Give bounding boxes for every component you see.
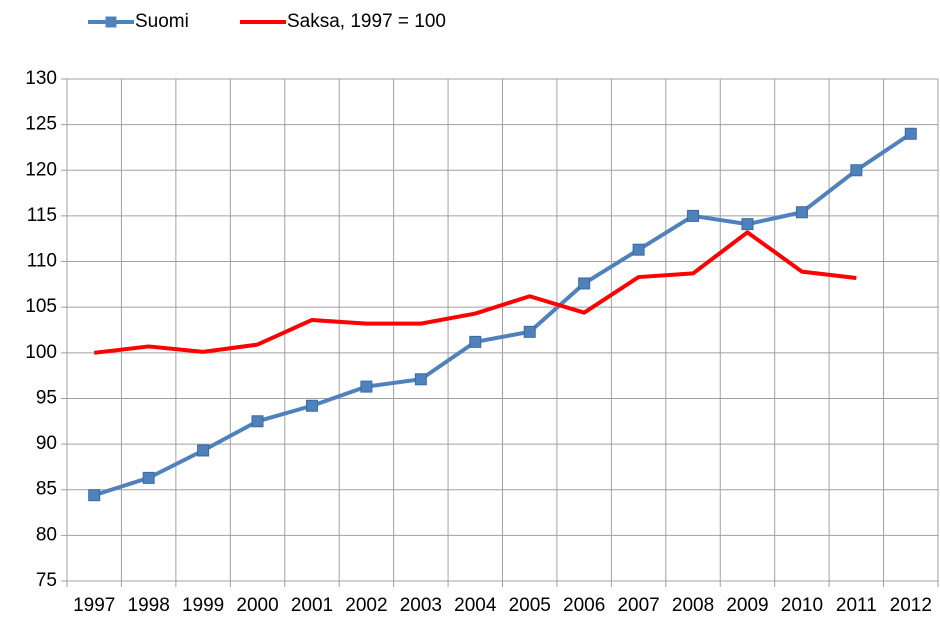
x-tick-label: 1999 xyxy=(182,595,224,616)
marker xyxy=(850,164,863,177)
x-tick-label: 1997 xyxy=(73,595,115,616)
marker xyxy=(251,415,264,428)
x-tick-label: 2004 xyxy=(454,595,497,616)
y-tick-label: 110 xyxy=(27,251,57,272)
marker xyxy=(795,206,808,219)
marker xyxy=(360,380,373,393)
marker xyxy=(88,489,101,502)
y-tick-label: 130 xyxy=(25,68,57,89)
x-tick-label: 2005 xyxy=(509,595,551,616)
marker xyxy=(904,127,917,140)
y-tick-label: 105 xyxy=(25,296,57,317)
x-tick-label: 2000 xyxy=(236,595,278,616)
y-tick-label: 80 xyxy=(36,524,57,545)
marker xyxy=(469,335,482,348)
marker xyxy=(741,218,754,231)
marker xyxy=(305,399,318,412)
x-tick-label: 2003 xyxy=(400,595,442,616)
y-tick-label: 90 xyxy=(36,433,57,454)
series-line xyxy=(93,132,912,498)
x-tick-label: 2001 xyxy=(291,595,333,616)
marker xyxy=(142,471,155,484)
y-tick-label: 85 xyxy=(36,479,57,500)
x-tick-label: 2009 xyxy=(726,595,768,616)
x-tick-label: 2007 xyxy=(617,595,659,616)
y-tick-label: 125 xyxy=(25,114,57,135)
marker xyxy=(578,277,591,290)
x-tick-label: 2008 xyxy=(672,595,714,616)
x-tick-label: 2006 xyxy=(563,595,605,616)
y-tick-label: 120 xyxy=(25,159,57,180)
y-tick-label: 115 xyxy=(27,205,57,226)
x-tick-label: 1998 xyxy=(128,595,170,616)
legend-label: Saksa, 1997 = 100 xyxy=(287,11,446,32)
x-tick-label: 2012 xyxy=(890,595,932,616)
marker xyxy=(197,444,210,457)
y-tick-label: 75 xyxy=(36,570,57,591)
marker xyxy=(414,373,427,386)
x-tick-label: 2010 xyxy=(781,595,823,616)
marker xyxy=(523,325,536,338)
x-tick-label: 2011 xyxy=(836,595,877,616)
marker xyxy=(687,209,700,222)
legend-label: Suomi xyxy=(135,11,189,32)
x-tick-label: 2002 xyxy=(345,595,387,616)
marker xyxy=(632,243,645,256)
series-line xyxy=(93,230,857,355)
y-tick-label: 95 xyxy=(36,387,57,408)
y-tick-label: 100 xyxy=(25,342,57,363)
legend-marker xyxy=(105,16,117,28)
